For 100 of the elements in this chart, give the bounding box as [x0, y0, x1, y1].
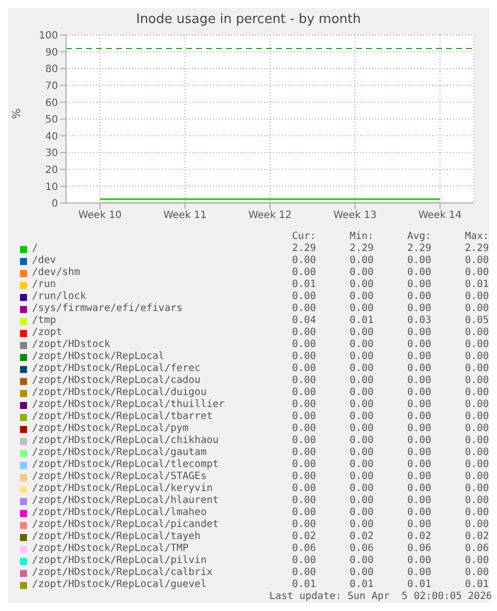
- text: 0.00: [464, 363, 489, 375]
- y-tick-label: 50: [45, 114, 58, 126]
- text: 0.00: [406, 339, 432, 351]
- legend-label: /run: [32, 279, 56, 291]
- legend-label: /zopt/HDstock/RepLocal/pilvin: [32, 555, 207, 567]
- text: 0.00: [406, 291, 432, 303]
- text: 0.00: [348, 555, 374, 567]
- text: 0.06: [464, 543, 489, 555]
- legend-label: /zopt/HDstock/RepLocal/chikhaou: [32, 435, 219, 447]
- text: 0.00: [291, 447, 316, 459]
- text: 0.00: [291, 351, 316, 363]
- legend-label: /: [32, 243, 38, 255]
- text: 0.00: [464, 255, 489, 267]
- text: 0.00: [291, 267, 316, 279]
- text: 0.00: [348, 423, 374, 435]
- text: 0.06: [406, 543, 432, 555]
- legend-label: /tmp: [32, 315, 56, 327]
- y-tick-label: 40: [45, 131, 58, 142]
- text: 0.00: [406, 387, 432, 399]
- chart-title: Inode usage in percent - by month: [135, 11, 362, 27]
- text: 0.00: [291, 303, 316, 315]
- text: 0.00: [406, 411, 432, 423]
- text: 0.00: [348, 519, 374, 531]
- text: 0.00: [464, 423, 489, 435]
- text: 0.00: [291, 495, 316, 507]
- legend-label: /sys/firmware/efi/efivars: [32, 303, 183, 315]
- text: 0.00: [464, 399, 489, 411]
- legend-label: /run/lock: [32, 291, 86, 303]
- text: 0.00: [464, 327, 489, 339]
- text: 0.00: [291, 387, 316, 399]
- text: Cur:: [291, 231, 316, 243]
- text: 0.00: [464, 567, 489, 579]
- text: 0.01: [406, 579, 432, 591]
- text: 0.00: [348, 291, 374, 303]
- text: 0.00: [406, 423, 432, 435]
- legend-label: /zopt/HDstock/RepLocal/thuillier: [32, 399, 225, 411]
- x-tick-label: Week 13: [333, 210, 377, 222]
- text: 0.00: [291, 519, 316, 531]
- text: 0.00: [464, 303, 489, 315]
- text: 0.00: [348, 363, 374, 375]
- text: 0.00: [291, 375, 316, 387]
- text: 0.00: [464, 351, 489, 363]
- x-tick-label: Week 14: [418, 210, 462, 222]
- legend-label: /zopt/HDstock/RepLocal/hlaurent: [32, 495, 219, 507]
- text: 0.00: [348, 495, 374, 507]
- text: 0.00: [406, 435, 432, 447]
- text: 0.00: [348, 507, 374, 519]
- y-tick-label: 10: [45, 182, 58, 193]
- text: 0.00: [348, 459, 374, 471]
- text: 0.00: [464, 447, 489, 459]
- legend-label: /zopt/HDstock/RepLocal/ferec: [32, 363, 201, 375]
- text: 0.00: [291, 555, 316, 567]
- text: 0.01: [291, 579, 316, 591]
- text: 0.01: [464, 279, 489, 291]
- text: Avg:: [406, 231, 432, 243]
- text: 0.04: [291, 315, 316, 327]
- text: 0.01: [291, 279, 316, 291]
- text: 0.00: [348, 351, 374, 363]
- legend-label: /zopt/HDstock/RepLocal: [32, 351, 164, 363]
- text: 0.00: [348, 471, 374, 483]
- text: 0.00: [464, 519, 489, 531]
- legend-label: /zopt/HDstock/RepLocal/picandet: [32, 519, 219, 531]
- text: 0.00: [348, 339, 374, 351]
- text: 0.00: [291, 327, 316, 339]
- text: 0.00: [291, 567, 316, 579]
- text: 0.00: [464, 339, 489, 351]
- x-tick-label: Week 11: [163, 210, 207, 222]
- text: 0.05: [464, 315, 489, 327]
- text: 0.00: [291, 363, 316, 375]
- text: 0.00: [406, 507, 432, 519]
- text: 0.00: [406, 483, 432, 495]
- y-tick-label: 20: [45, 164, 58, 176]
- y-tick-label: 90: [45, 47, 58, 58]
- legend-label: /zopt/HDstock/RepLocal/cadou: [32, 375, 201, 387]
- text: 0.00: [406, 459, 432, 471]
- text: 0.00: [464, 495, 489, 507]
- text: 0.06: [348, 543, 374, 555]
- text: 0.00: [406, 255, 432, 267]
- legend-label: /zopt/HDstock: [32, 339, 110, 351]
- legend-label: /zopt/HDstock/RepLocal/guevel: [32, 579, 207, 591]
- text: 0.00: [348, 447, 374, 459]
- text: 0.00: [406, 267, 432, 279]
- legend-label: /zopt/HDstock/RepLocal/pym: [32, 423, 189, 435]
- legend-label: /zopt/HDstock/RepLocal/TMP: [32, 543, 189, 555]
- text: 0.00: [406, 363, 432, 375]
- text: 0.02: [464, 531, 489, 543]
- text: 0.00: [291, 339, 316, 351]
- text: 0.00: [464, 375, 489, 387]
- legend-label: /zopt: [32, 327, 62, 339]
- text: 0.00: [406, 351, 432, 363]
- text: 0.00: [406, 519, 432, 531]
- y-tick-label: 30: [45, 148, 58, 160]
- text: 0.00: [291, 459, 316, 471]
- text: Last update: Sun Apr 5 02:00:05 2026: [268, 591, 492, 603]
- text: 0.01: [348, 315, 374, 327]
- text: 0.00: [291, 399, 316, 411]
- text: 0.02: [406, 531, 432, 543]
- text: 0.00: [348, 483, 374, 495]
- text: 0.00: [291, 423, 316, 435]
- x-tick-label: Week 12: [248, 210, 292, 222]
